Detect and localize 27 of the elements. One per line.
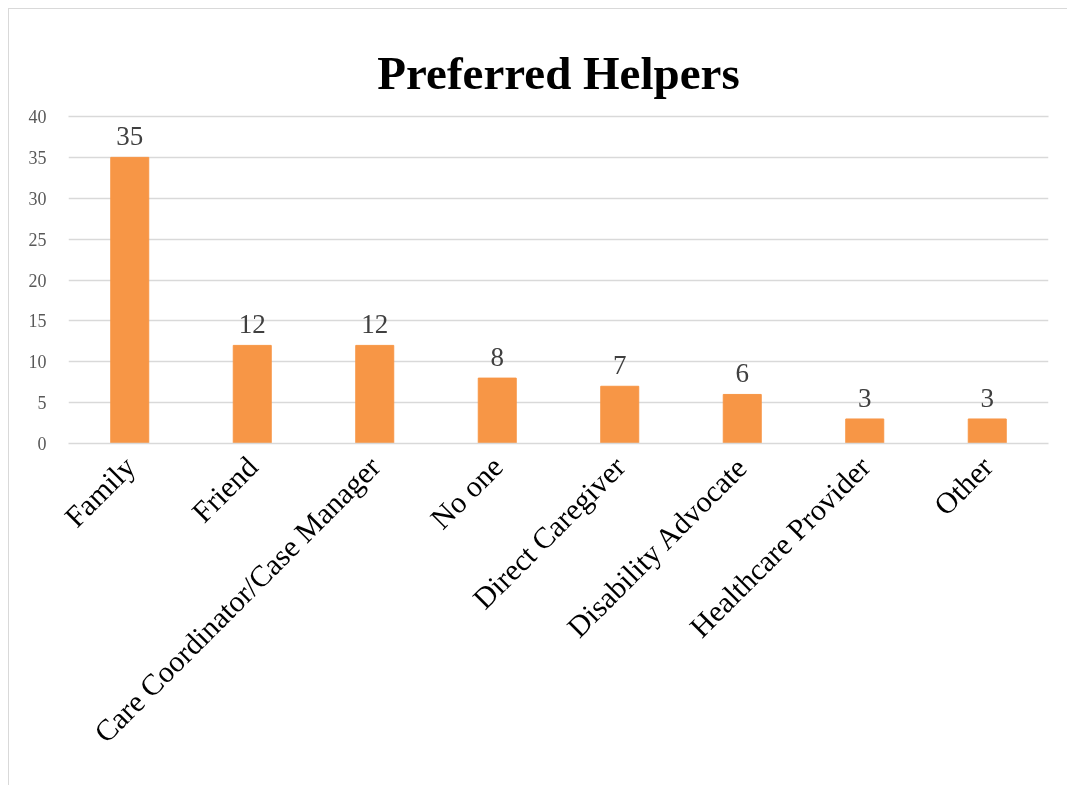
data-label: 8 — [490, 342, 504, 373]
y-tick-label: 5 — [37, 393, 47, 414]
bar — [967, 418, 1007, 444]
x-tick-label: No one — [423, 449, 509, 536]
y-tick-label: 40 — [28, 107, 47, 127]
bar — [722, 393, 762, 444]
y-tick-label: 35 — [28, 147, 47, 168]
y-tick-label: 15 — [28, 311, 47, 332]
bar — [845, 418, 885, 444]
bar — [110, 156, 150, 444]
chart-title: Preferred Helpers — [377, 46, 740, 99]
data-label: 3 — [980, 382, 994, 413]
data-label: 6 — [735, 358, 749, 389]
y-tick-label: 30 — [28, 188, 47, 209]
bar — [600, 385, 640, 444]
y-tick-label: 20 — [28, 270, 47, 291]
data-label: 7 — [613, 350, 627, 381]
data-label: 35 — [116, 121, 144, 152]
data-label: 12 — [361, 309, 389, 340]
bar — [355, 344, 395, 444]
y-tick-label: 25 — [28, 229, 47, 250]
bar — [477, 377, 517, 444]
y-tick-label: 0 — [37, 434, 47, 454]
data-label: 12 — [238, 309, 266, 340]
data-label: 3 — [858, 382, 872, 413]
y-tick-label: 10 — [28, 352, 47, 373]
bar — [232, 344, 272, 444]
